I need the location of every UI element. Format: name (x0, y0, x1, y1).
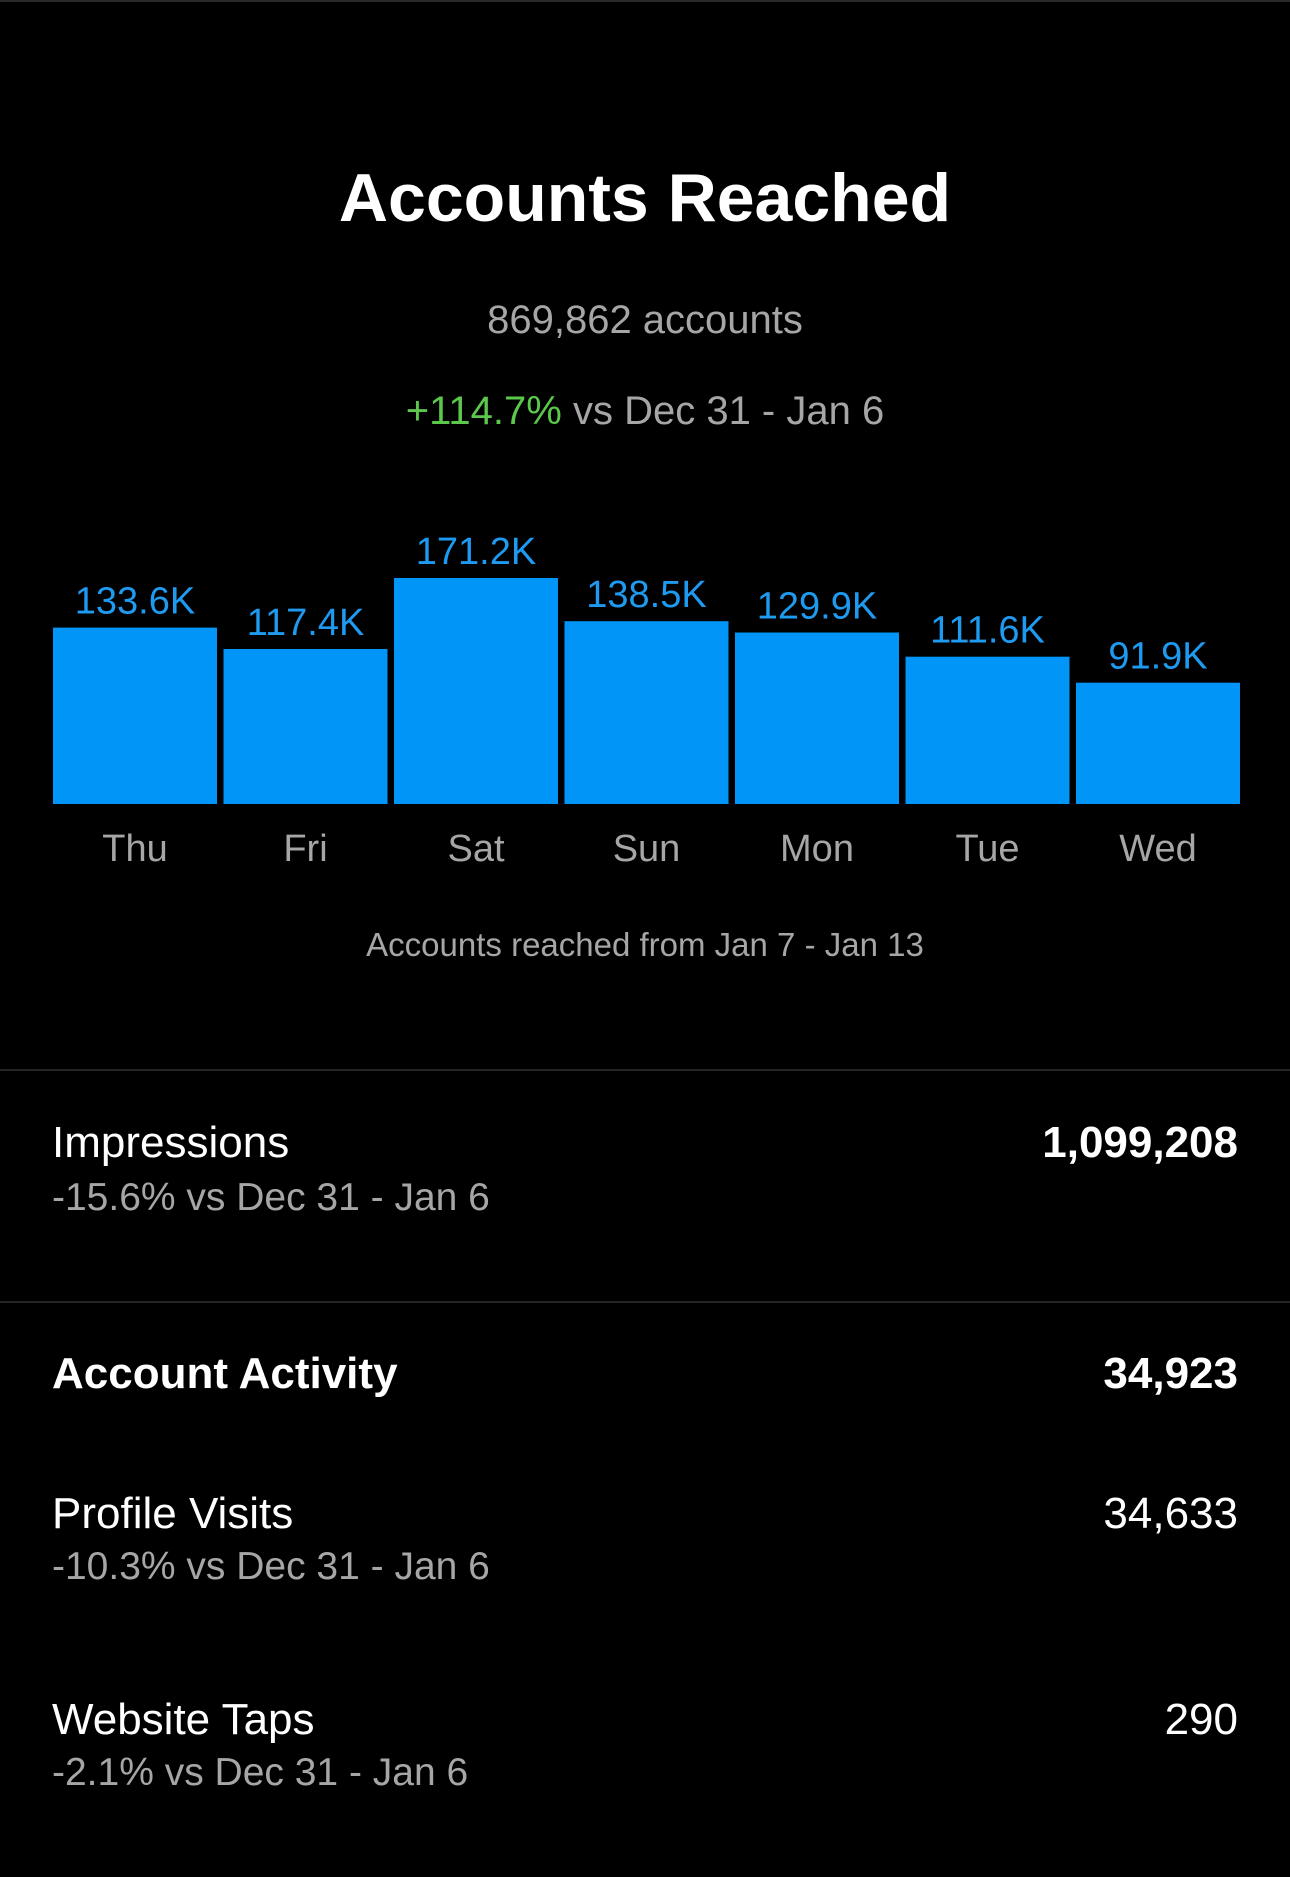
bar-sun[interactable] (564, 621, 729, 804)
comparison-period: vs Dec 31 - Jan 6 (572, 389, 885, 433)
website-taps-value: 290 (1164, 1695, 1238, 1744)
section-divider (0, 1069, 1290, 1071)
account-activity-value: 34,923 (1103, 1349, 1238, 1398)
bar-sat[interactable] (394, 578, 558, 804)
bar-thu[interactable] (53, 627, 217, 804)
impressions-label: Impressions (52, 1118, 290, 1167)
section-divider (0, 1301, 1290, 1303)
account-activity-label: Account Activity (52, 1349, 398, 1398)
website-taps-change: -2.1% vs Dec 31 - Jan 6 (52, 1751, 469, 1794)
top-divider (0, 0, 1290, 2)
website-taps-label: Website Taps (52, 1695, 315, 1744)
accounts-total: 869,862 accounts (487, 298, 803, 342)
page-title: Accounts Reached (338, 160, 952, 236)
profile-visits-value: 34,633 (1103, 1489, 1238, 1538)
x-tick-label: Thu (102, 828, 167, 870)
impressions-value: 1,099,208 (1042, 1118, 1238, 1167)
x-tick-label: Wed (1119, 828, 1196, 870)
delta-percent: +114.7% (405, 389, 562, 433)
bar-value-label: 117.4K (247, 602, 365, 644)
impressions-change: -15.6% vs Dec 31 - Jan 6 (52, 1176, 490, 1219)
bar-tue[interactable] (905, 656, 1070, 804)
x-tick-label: Sun (613, 828, 681, 870)
profile-visits-change: -10.3% vs Dec 31 - Jan 6 (52, 1545, 490, 1588)
x-tick-label: Mon (780, 828, 854, 870)
x-tick-label: Tue (955, 828, 1019, 870)
comparison-line: +114.7% vs Dec 31 - Jan 6 (0, 387, 1290, 435)
bar-value-label: 111.6K (930, 610, 1045, 652)
bar-value-label: 138.5K (586, 574, 706, 616)
bar-fri[interactable] (223, 649, 388, 804)
bar-value-label: 171.2K (416, 531, 536, 573)
bar-value-label: 129.9K (757, 586, 877, 628)
chart-caption: Accounts reached from Jan 7 - Jan 13 (366, 926, 924, 963)
bar-value-label: 133.6K (75, 581, 195, 623)
profile-visits-label: Profile Visits (52, 1489, 294, 1538)
bar-mon[interactable] (735, 632, 899, 805)
bar-wed[interactable] (1076, 682, 1240, 804)
x-tick-label: Sat (447, 828, 504, 870)
accounts-reached-chart: 133.6K Thu 117.4K Fri 171.2K Sat 138.5K Sun 129.… (53, 531, 1240, 870)
x-tick-label: Fri (283, 828, 327, 870)
bar-value-label: 91.9K (1108, 636, 1207, 678)
